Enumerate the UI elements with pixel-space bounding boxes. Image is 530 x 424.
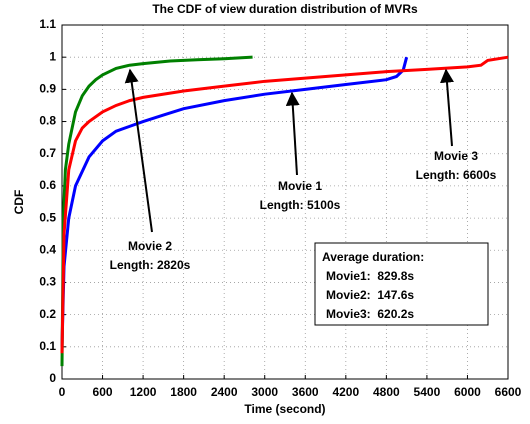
- y-tick-label: 0.6: [39, 178, 56, 192]
- annotation-arrow: [285, 91, 300, 176]
- annotation-text: Movie 2: [128, 239, 172, 253]
- annotation-text: Length: 2820s: [110, 258, 191, 272]
- y-tick-label: 1: [49, 49, 56, 63]
- x-tick-label: 4200: [332, 385, 359, 399]
- x-tick-label: 5400: [414, 385, 441, 399]
- annotation-text: Length: 6600s: [416, 168, 497, 182]
- summary-text: Average duration:: [322, 250, 424, 264]
- x-tick-label: 2400: [211, 385, 238, 399]
- y-tick-label: 0.8: [39, 114, 56, 128]
- x-tick-label: 0: [59, 385, 66, 399]
- y-tick-label: 0: [49, 371, 56, 385]
- y-tick-label: 0.1: [39, 339, 56, 353]
- x-tick-label: 6000: [454, 385, 481, 399]
- series-line: [60, 56, 409, 347]
- y-tick-label: 0.3: [39, 275, 56, 289]
- annotation-text: Movie 1: [278, 179, 322, 193]
- x-tick-label: 4800: [373, 385, 400, 399]
- annotation-text: Movie 3: [434, 149, 478, 163]
- chart-title: The CDF of view duration distribution of…: [152, 2, 418, 16]
- x-tick-label: 3000: [251, 385, 278, 399]
- y-tick-label: 0.7: [39, 146, 56, 160]
- summary-text: Movie2: 147.6s: [326, 288, 414, 302]
- y-tick-label: 0.9: [39, 82, 56, 96]
- y-tick-label: 0.2: [39, 307, 56, 321]
- summary-text: Movie1: 829.8s: [326, 269, 414, 283]
- series-line: [60, 55, 509, 354]
- y-tick-label: 0.4: [39, 242, 56, 256]
- annotation-arrow: [440, 68, 454, 147]
- y-axis-label: CDF: [12, 190, 26, 215]
- x-tick-label: 600: [93, 385, 113, 399]
- x-tick-label: 1800: [170, 385, 197, 399]
- x-tick-label: 3600: [292, 385, 319, 399]
- annotation-arrow: [124, 68, 153, 233]
- plot-frame: [61, 24, 509, 380]
- x-axis-label: Time (second): [244, 402, 325, 416]
- x-tick-label: 1200: [130, 385, 157, 399]
- x-tick-label: 6600: [495, 385, 522, 399]
- series-line: [60, 55, 253, 367]
- summary-text: Movie3: 620.2s: [326, 307, 414, 321]
- summary-box: [314, 242, 489, 326]
- y-tick-label: 0.5: [39, 210, 56, 224]
- y-tick-label: 1.1: [39, 17, 56, 31]
- annotation-text: Length: 5100s: [260, 198, 341, 212]
